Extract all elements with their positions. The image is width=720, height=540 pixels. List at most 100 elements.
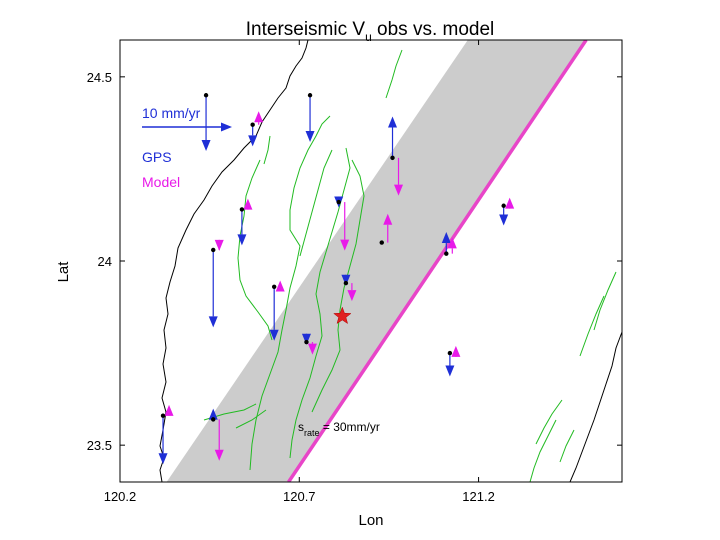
east-coastline xyxy=(569,331,622,482)
model-arrow-head xyxy=(394,184,404,196)
x-axis-label: Lon xyxy=(358,512,383,529)
model-arrow-head xyxy=(214,449,224,461)
gps-arrow-head xyxy=(499,214,509,226)
gps-station xyxy=(208,408,224,461)
epicenter-star-icon xyxy=(333,306,352,325)
gps-station xyxy=(201,93,211,152)
model-arrow-head xyxy=(347,290,357,302)
gps-arrow-head xyxy=(208,316,218,328)
model-arrow-head xyxy=(254,111,264,123)
gps-station xyxy=(237,198,253,246)
fault-trace xyxy=(385,49,403,99)
station-marker xyxy=(160,413,166,418)
gps-arrow-head xyxy=(301,333,311,345)
chart-title: Interseismic Vu obs vs. model xyxy=(246,19,495,44)
y-axis-label: Lat xyxy=(55,261,72,283)
model-arrow-head xyxy=(275,280,285,292)
slip-rate-annotation: srate = 30mm/yr xyxy=(298,420,380,438)
gps-station xyxy=(208,239,224,328)
gps-station xyxy=(248,111,264,147)
swath-band xyxy=(166,40,587,482)
fault-trace xyxy=(535,399,563,445)
gps-arrow-head xyxy=(208,408,218,420)
gps-arrow-head xyxy=(445,365,455,377)
station-marker xyxy=(444,251,449,256)
slip-rate-suffix: = 30mm/yr xyxy=(320,420,380,434)
fault-trace xyxy=(249,115,331,471)
station-marker xyxy=(211,417,216,422)
station-marker xyxy=(379,240,384,245)
axis-ticks: 120.2 120.7 121.2 23.5 24 24.5 xyxy=(87,40,622,504)
gps-station xyxy=(305,93,315,143)
legend-scale-label: 10 mm/yr xyxy=(142,105,201,121)
west-coastline xyxy=(159,40,309,482)
gps-station xyxy=(334,196,350,251)
fault-trace xyxy=(237,159,273,341)
gps-station xyxy=(269,280,285,341)
slip-rate-subscript: rate xyxy=(304,428,320,438)
legend: 10 mm/yr GPS Model xyxy=(142,105,232,190)
station-marker xyxy=(307,93,313,98)
station-marker xyxy=(447,350,453,356)
chart-title-prefix: Interseismic V xyxy=(246,19,366,40)
slip-rate-prefix: s xyxy=(298,420,304,434)
plot-area xyxy=(158,40,622,482)
station-marker xyxy=(343,280,349,286)
gps-station xyxy=(341,274,357,302)
legend-gps-label: GPS xyxy=(142,149,172,165)
station-marker xyxy=(203,93,209,98)
y-tick-label: 24 xyxy=(98,254,112,269)
station-marker xyxy=(390,155,395,161)
y-tick-label: 23.5 xyxy=(87,438,112,453)
swath-east-edge xyxy=(287,40,588,482)
station-marker xyxy=(501,203,506,208)
model-arrow-head xyxy=(214,239,224,251)
gps-station xyxy=(441,232,457,256)
gps-station xyxy=(379,213,393,245)
fault-trace xyxy=(529,419,557,482)
station-marker xyxy=(271,284,277,289)
x-tick-label: 120.2 xyxy=(104,489,137,504)
gps-arrow-head xyxy=(305,131,315,143)
station-marker xyxy=(211,247,216,253)
station-marker xyxy=(239,207,245,212)
gps-station xyxy=(388,116,404,196)
gps-arrow-head xyxy=(158,453,168,465)
fault-trace xyxy=(593,271,617,331)
station-marker xyxy=(304,339,309,345)
station-marker xyxy=(250,122,255,127)
fault-trace xyxy=(263,135,271,165)
gps-station xyxy=(158,404,174,465)
gps-station xyxy=(301,333,317,355)
model-arrow-head xyxy=(383,213,393,225)
station-marker xyxy=(336,199,341,205)
fault-trace xyxy=(235,409,267,429)
fault-trace xyxy=(559,429,575,463)
legend-arrow-head xyxy=(221,122,232,132)
model-arrow-head xyxy=(243,198,253,210)
gps-arrow-head xyxy=(341,274,351,286)
fault-trace xyxy=(299,149,333,257)
model-arrow-head xyxy=(307,343,317,355)
fault-trace xyxy=(311,159,365,413)
model-arrow-head xyxy=(447,237,457,249)
chart-title-suffix: obs vs. model xyxy=(372,19,495,40)
x-tick-label: 121.2 xyxy=(462,489,495,504)
model-arrow-head xyxy=(340,239,350,251)
gps-station xyxy=(499,197,515,226)
fault-trace xyxy=(579,295,605,357)
velocity-vectors xyxy=(158,93,515,465)
model-arrow-head xyxy=(164,404,174,416)
gps-arrow-head xyxy=(201,140,211,152)
chart-title-subscript: u xyxy=(365,30,372,44)
gps-arrow-head xyxy=(441,232,451,244)
legend-scale-arrow xyxy=(142,122,232,132)
x-tick-label: 120.7 xyxy=(283,489,316,504)
gps-arrow-head xyxy=(248,135,258,147)
gps-station xyxy=(445,345,461,377)
legend-model-label: Model xyxy=(142,174,180,190)
gps-arrow-head xyxy=(237,234,247,246)
gps-arrow-head xyxy=(388,116,398,128)
model-arrow-head xyxy=(451,345,461,357)
